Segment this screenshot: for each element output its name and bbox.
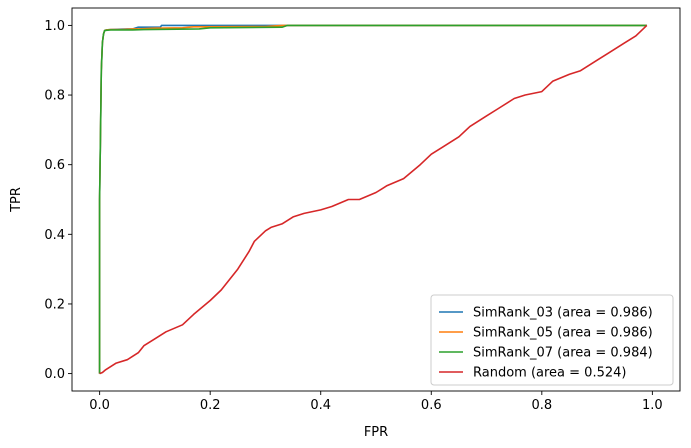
x-axis-label: FPR: [364, 425, 388, 440]
series-line-4: [99, 24, 648, 375]
x-tick-label: 0.6: [421, 398, 442, 413]
x-tick-label: 1.0: [642, 398, 663, 413]
x-tick-label: 0.8: [531, 398, 552, 413]
legend: SimRank_03 (area = 0.986) SimRank_05 (are…: [430, 294, 674, 386]
legend-box: [430, 294, 674, 386]
y-tick-label: 1.0: [44, 19, 65, 34]
y-tick-label: 0.0: [44, 367, 65, 382]
series-line-3: [98, 24, 647, 374]
y-tick-label: 0.4: [44, 228, 65, 243]
x-tick-label: 0.2: [200, 398, 221, 413]
x-tick-label: 0.0: [89, 398, 110, 413]
y-tick-label: 0.2: [44, 297, 65, 312]
legend-label-1: SimRank_03 (area = 0.986): [473, 306, 653, 321]
y-tick-label: 0.8: [44, 89, 65, 104]
plot-area: [98, 24, 648, 375]
legend-label-2: SimRank_05 (area = 0.986): [473, 326, 653, 341]
axis-ticks: 0.0 0.2 0.4 0.6 0.8 1.0 0.0 0.2 0.4 0.6 0.8 1.0: [44, 19, 662, 413]
y-axis-label: TPR: [9, 187, 24, 213]
legend-label-3: SimRank_07 (area = 0.984): [473, 346, 653, 361]
axes-frame: [71, 7, 681, 392]
x-tick-label: 0.4: [310, 398, 331, 413]
legend-label-4: Random (area = 0.524): [473, 366, 626, 381]
y-tick-label: 0.6: [44, 158, 65, 173]
